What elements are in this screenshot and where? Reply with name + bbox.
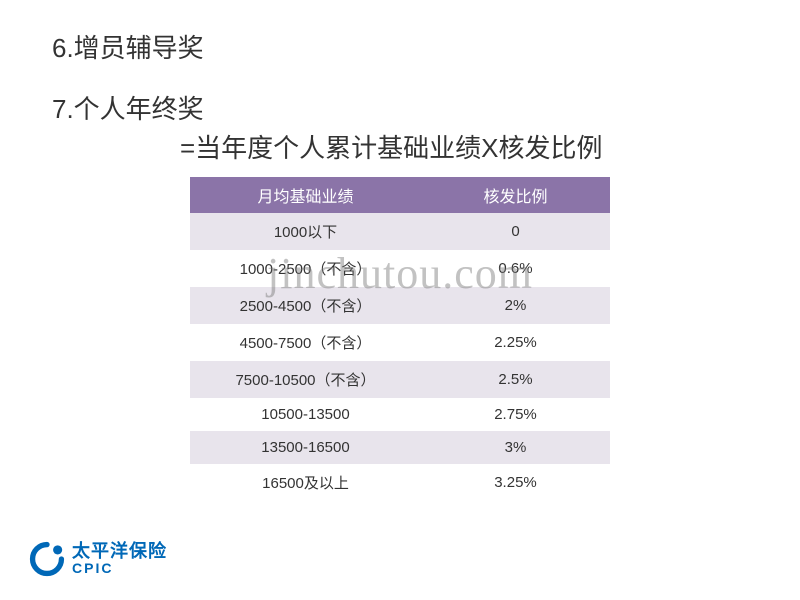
cell-basis: 2500-4500（不含） bbox=[190, 287, 421, 324]
cell-basis: 1000-2500（不含） bbox=[190, 250, 421, 287]
cell-basis: 1000以下 bbox=[190, 213, 421, 250]
table-row: 1000以下0 bbox=[190, 213, 610, 250]
cell-basis: 7500-10500（不含） bbox=[190, 361, 421, 398]
formula-text: =当年度个人累计基础业绩X核发比例 bbox=[0, 126, 800, 165]
heading-item-7: 7.个人年终奖 bbox=[0, 65, 800, 126]
cpic-logo-icon bbox=[28, 540, 66, 578]
cell-basis: 13500-16500 bbox=[190, 431, 421, 464]
cell-basis: 4500-7500（不含） bbox=[190, 324, 421, 361]
cell-ratio: 3% bbox=[421, 431, 610, 464]
table-row: 1000-2500（不含）0.6% bbox=[190, 250, 610, 287]
cell-ratio: 2.25% bbox=[421, 324, 610, 361]
cell-basis: 10500-13500 bbox=[190, 398, 421, 431]
heading-item-6: 6.增员辅导奖 bbox=[0, 0, 800, 65]
col-header-ratio: 核发比例 bbox=[421, 177, 610, 213]
cell-ratio: 2.75% bbox=[421, 398, 610, 431]
cell-ratio: 3.25% bbox=[421, 464, 610, 501]
bonus-ratio-table: 月均基础业绩 核发比例 1000以下01000-2500（不含）0.6%2500… bbox=[190, 177, 610, 501]
table-row: 4500-7500（不含）2.25% bbox=[190, 324, 610, 361]
logo-chinese-text: 太平洋保险 bbox=[72, 542, 167, 561]
cell-basis: 16500及以上 bbox=[190, 464, 421, 501]
table-row: 16500及以上3.25% bbox=[190, 464, 610, 501]
table-row: 10500-135002.75% bbox=[190, 398, 610, 431]
cell-ratio: 2.5% bbox=[421, 361, 610, 398]
table-row: 13500-165003% bbox=[190, 431, 610, 464]
table-row: 7500-10500（不含）2.5% bbox=[190, 361, 610, 398]
table-row: 2500-4500（不含）2% bbox=[190, 287, 610, 324]
cell-ratio: 0.6% bbox=[421, 250, 610, 287]
col-header-basis: 月均基础业绩 bbox=[190, 177, 421, 213]
brand-logo: 太平洋保险 CPIC bbox=[28, 540, 167, 578]
cell-ratio: 2% bbox=[421, 287, 610, 324]
logo-english-text: CPIC bbox=[72, 561, 167, 576]
cell-ratio: 0 bbox=[421, 213, 610, 250]
